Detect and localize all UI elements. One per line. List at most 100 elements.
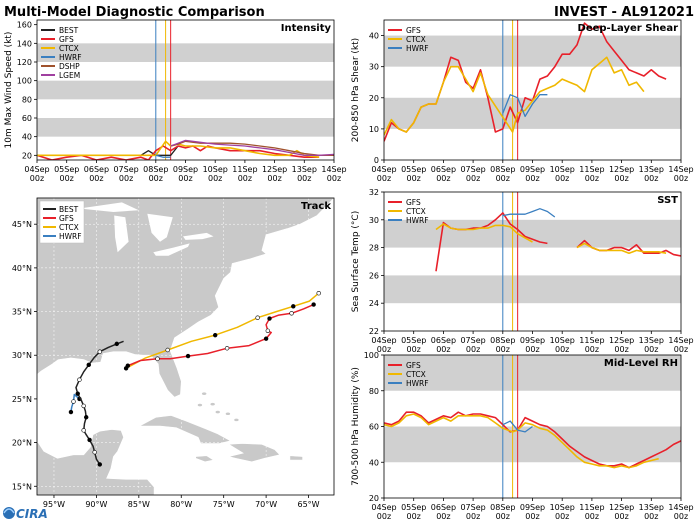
sst-xtick-hour: 00z xyxy=(407,345,421,354)
track-point-ctcx xyxy=(165,347,170,353)
track-xtick-label: 90°W xyxy=(85,500,107,509)
land-puerto-rico xyxy=(289,455,303,461)
intensity-xtick-date: 06Sep xyxy=(84,165,109,174)
rh-ylabel: 700-500 hPa Humidity (%) xyxy=(351,367,361,486)
land-bahamas-1 xyxy=(201,392,207,395)
sst-xtick-hour: 00z xyxy=(377,345,391,354)
shear-xtick-date: 12Sep xyxy=(609,165,634,174)
sst-panel: 22242628303204Sep00z05Sep00z06Sep00z07Se… xyxy=(351,188,694,354)
sst-xtick-date: 10Sep xyxy=(550,336,575,345)
track-point-best xyxy=(97,349,102,354)
rh-xtick-date: 09Sep xyxy=(520,503,545,512)
intensity-xtick-date: 14Sep xyxy=(321,165,346,174)
shear-xtick-date: 08Sep xyxy=(490,165,515,174)
track-point-ctcx xyxy=(213,332,218,338)
intensity-xtick-date: 08Sep xyxy=(143,165,168,174)
shear-xtick-date: 13Sep xyxy=(639,165,664,174)
sst-xtick-hour: 00z xyxy=(585,345,599,354)
sst-xtick-hour: 00z xyxy=(555,345,569,354)
shear-legend-label-ctcx: CTCX xyxy=(406,35,426,44)
track-point-gfs xyxy=(267,316,272,321)
shear-series-ctcx-1 xyxy=(384,56,645,136)
land-bahamas-2 xyxy=(210,402,215,406)
shear-band-1 xyxy=(384,35,681,67)
intensity-xtick-hour: 00z xyxy=(208,174,222,183)
shear-xtick-date: 04Sep xyxy=(371,165,396,174)
sst-ytick-label: 32 xyxy=(369,188,379,197)
track-xtick-label: 85°W xyxy=(128,500,150,509)
shear-ytick-label: 40 xyxy=(369,32,379,41)
figure-title-right: INVEST - AL912021 xyxy=(554,5,694,20)
track-frame xyxy=(36,197,335,496)
intensity-series-lgem-5 xyxy=(170,139,334,156)
lake-superior xyxy=(79,202,139,212)
shear-xtick-hour: 00z xyxy=(585,174,599,183)
intensity-xtick-date: 13Sep xyxy=(292,165,317,174)
rh-panel: 2040608010004Sep00z05Sep00z06Sep00z07Sep… xyxy=(351,351,694,521)
land-bahamas-5 xyxy=(234,418,239,422)
rh-xtick-date: 05Sep xyxy=(401,503,426,512)
intensity-band-2 xyxy=(37,43,334,62)
shear-xtick-hour: 00z xyxy=(496,174,510,183)
sst-xtick-hour: 00z xyxy=(644,345,658,354)
sst-ylabel: Sea Surface Temp (°C) xyxy=(351,211,361,312)
sst-xtick-date: 14Sep xyxy=(668,336,693,345)
rh-legend-label-gfs: GFS xyxy=(406,361,421,370)
shear-ytick-label: 10 xyxy=(369,125,379,134)
sst-band-1 xyxy=(384,219,681,248)
rh-xtick-hour: 00z xyxy=(436,512,450,521)
intensity-legend-label-hwrf: HWRF xyxy=(59,53,82,62)
intensity-ytick-label: 20 xyxy=(22,151,32,160)
track-legend-label-hwrf: HWRF xyxy=(59,232,82,241)
shear-band-0 xyxy=(384,97,681,129)
sst-xtick-date: 11Sep xyxy=(579,336,604,345)
track-xtick-label: 95°W xyxy=(43,500,65,509)
intensity-xtick-date: 11Sep xyxy=(232,165,257,174)
rh-xtick-hour: 00z xyxy=(377,512,391,521)
intensity-series xyxy=(37,139,334,160)
shear-title: Deep-Layer Shear xyxy=(578,23,679,34)
land-bahamas-4 xyxy=(225,412,231,416)
shear-series xyxy=(384,22,667,142)
sst-xtick-hour: 00z xyxy=(436,345,450,354)
rh-xtick-date: 10Sep xyxy=(550,503,575,512)
intensity-ylabel: 10m Max Wind Speed (kt) xyxy=(4,32,14,149)
track-point-best xyxy=(81,403,86,409)
sst-xtick-date: 06Sep xyxy=(431,336,456,345)
shear-xtick-hour: 00z xyxy=(525,174,539,183)
sst-legend-label-ctcx: CTCX xyxy=(406,207,426,216)
intensity-ytick-label: 40 xyxy=(22,133,32,142)
lake-ontario xyxy=(183,232,214,240)
track-panel: 15°N 20°N 25°N 30°N 35°N 40°N 45°N 95°W 90°W 85°W… xyxy=(12,197,335,509)
rh-series-hwrf-2 xyxy=(502,420,533,433)
track-point-best xyxy=(92,449,97,455)
cira-logo-text: CIRA xyxy=(16,507,48,521)
track-ytick-label: 45°N xyxy=(12,220,32,229)
shear-series-hwrf-2 xyxy=(502,94,548,118)
intensity-legend-label-dshp: DSHP xyxy=(59,62,80,71)
shear-xtick-hour: 00z xyxy=(555,174,569,183)
track-point-best xyxy=(87,437,92,443)
track-ytick-label: 15°N xyxy=(12,482,32,491)
shear-xtick-date: 11Sep xyxy=(579,165,604,174)
sst-series-ctcx-4 xyxy=(576,242,667,254)
track-point-ctcx xyxy=(316,291,321,296)
track-ytick-label: 30°N xyxy=(12,351,32,360)
track-ytick-label: 25°N xyxy=(12,395,32,404)
land-hispaniola xyxy=(227,443,281,463)
intensity-xtick-date: 07Sep xyxy=(113,165,138,174)
track-point-hwrf xyxy=(71,399,76,404)
rh-xtick-date: 07Sep xyxy=(460,503,485,512)
intensity-xtick-hour: 00z xyxy=(327,174,341,183)
track-point-gfs xyxy=(311,302,316,307)
rh-xtick-hour: 00z xyxy=(674,512,688,521)
shear-ylabel: 200-850 hPa Shear (kt) xyxy=(351,38,361,142)
figure-title-left: Multi-Model Diagnostic Comparison xyxy=(4,5,265,20)
shear-xtick-date: 06Sep xyxy=(431,165,456,174)
track-point-best xyxy=(81,428,86,433)
rh-ytick-label: 20 xyxy=(369,494,379,503)
sst-ytick-label: 28 xyxy=(369,244,379,253)
intensity-xtick-hour: 00z xyxy=(119,174,133,183)
